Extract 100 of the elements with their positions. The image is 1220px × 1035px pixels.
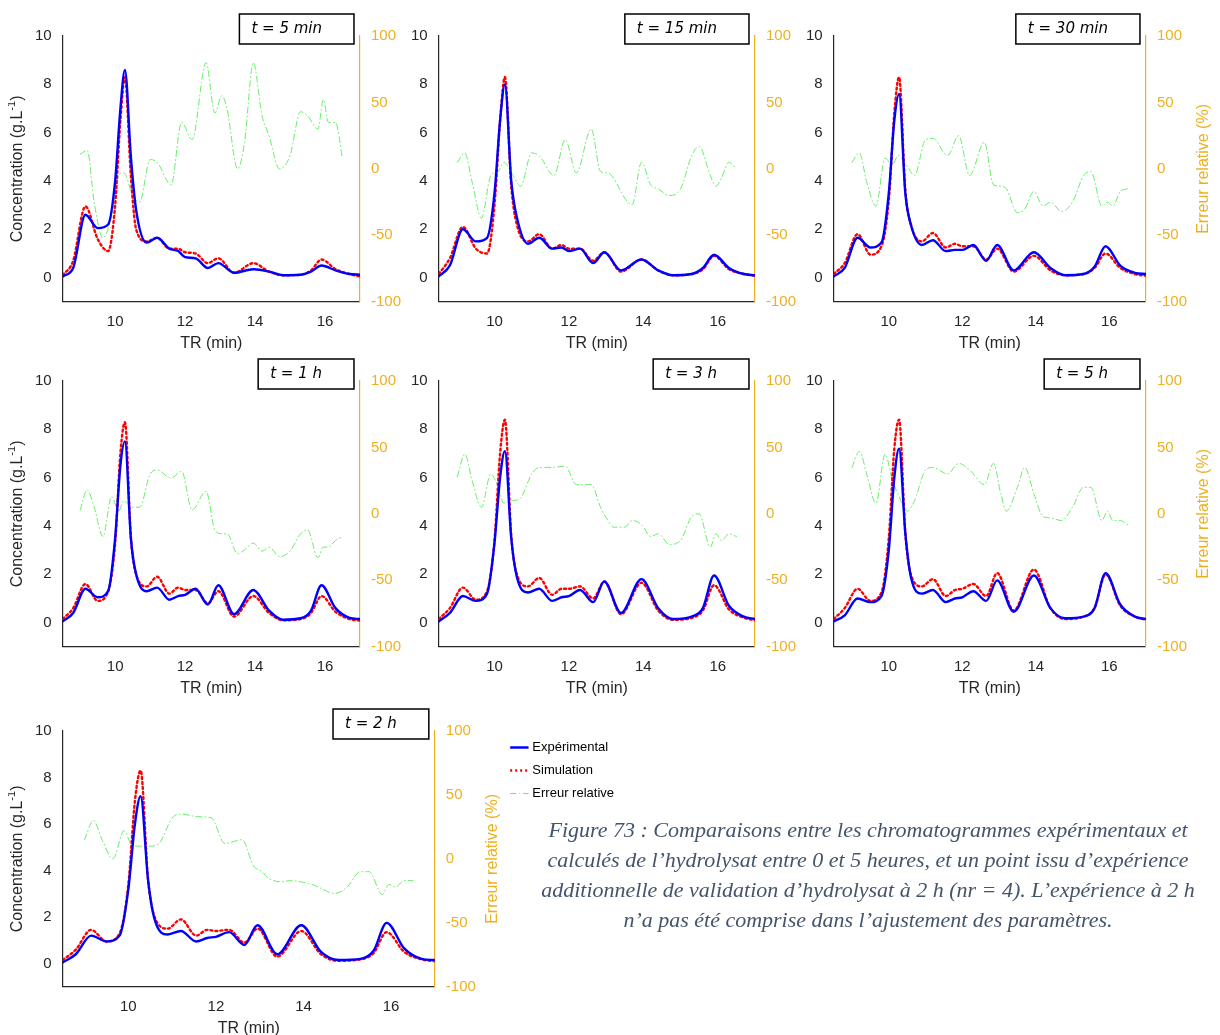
y-tick-label: 0: [419, 267, 428, 285]
y-tick-label: 6: [419, 467, 428, 485]
y2-tick-label: -100: [370, 291, 402, 309]
x-axis-title: TR (min): [180, 678, 243, 696]
x-tick-label: 14: [1027, 311, 1045, 329]
y-tick-label: 10: [806, 371, 823, 389]
chart-title: t = 5 min: [251, 18, 322, 37]
x-tick-label: 12: [560, 656, 578, 674]
y-tick-label: 6: [43, 122, 52, 140]
x-tick-label: 12: [176, 311, 194, 329]
x-tick-label: 16: [1100, 311, 1118, 329]
y2-tick-label: 0: [370, 159, 380, 177]
line-series: [438, 418, 755, 622]
caption: Figure 73 : Comparaisons entre les chromatogrammes expérimentaux et calculés de l’hydrolysat entre 0 et 5 heures, et un point issu d’expérience additionnelle de validation d’hydrolysat à 2 h (nr = 4). L’expérience à 2 h n’a pas été comprise dans l’ajustement des paramètres.: [540, 816, 1196, 934]
x-tick-label: 14: [635, 311, 652, 329]
y-tick-label: 8: [43, 767, 52, 785]
y-tick-label: 10: [35, 371, 52, 389]
y-tick-label: 10: [35, 721, 52, 739]
y-tick-label: 2: [43, 219, 52, 237]
y-tick-label: 4: [43, 860, 52, 878]
y-tick-label: 10: [411, 26, 428, 44]
x-axis-title: TR (min): [565, 333, 628, 351]
x-tick-label: 10: [486, 656, 503, 674]
y2-tick-label: 100: [1156, 26, 1183, 44]
y2-tick-label: 100: [445, 721, 471, 739]
y-tick-label: 6: [814, 467, 823, 485]
y2-axis-title: Erreur relative (%): [483, 793, 501, 924]
x-tick-label: 12: [560, 311, 578, 329]
y2-tick-label: 50: [370, 92, 388, 110]
x-tick-label: 16: [709, 656, 727, 674]
y2-tick-label: 50: [370, 437, 388, 455]
chart-title: t = 1 h: [270, 363, 322, 382]
y2-axis-title: Erreur relative (%): [1194, 103, 1212, 234]
x-tick-label: 10: [106, 656, 124, 674]
x-tick-label: 12: [953, 656, 971, 674]
y-tick-label: 6: [419, 122, 428, 140]
y-tick-label: 8: [814, 419, 823, 437]
y2-tick-label: -100: [1156, 636, 1188, 654]
y2-tick-label: -50: [765, 570, 788, 588]
y2-tick-label: 100: [1156, 371, 1183, 389]
line-series: [456, 453, 737, 548]
x-tick-label: 16: [709, 311, 727, 329]
y2-tick-label: -50: [370, 570, 393, 588]
line-series: [833, 447, 1146, 623]
y-tick-label: 4: [814, 516, 823, 534]
y-tick-label: 8: [419, 419, 428, 437]
y-tick-label: 4: [43, 516, 52, 534]
y-tick-label: 4: [43, 171, 52, 189]
x-tick-label: 14: [1027, 656, 1045, 674]
y-tick-label: 0: [814, 612, 823, 630]
y-tick-label: 4: [814, 171, 823, 189]
y-tick-label: 2: [43, 564, 52, 582]
y-tick-label: 2: [419, 219, 428, 237]
x-tick-label: 10: [880, 311, 898, 329]
x-tick-label: 16: [1100, 656, 1118, 674]
y2-tick-label: 100: [370, 26, 397, 44]
x-tick-label: 14: [246, 311, 264, 329]
x-tick-label: 10: [106, 311, 124, 329]
y-tick-label: 8: [419, 74, 428, 92]
y2-tick-label: -50: [765, 225, 788, 243]
y-tick-label: 4: [419, 516, 428, 534]
y2-tick-label: -50: [370, 225, 393, 243]
y2-tick-label: -50: [1156, 570, 1179, 588]
y2-tick-label: 0: [445, 849, 455, 867]
y-tick-label: 2: [814, 219, 823, 237]
y-tick-label: 0: [814, 267, 823, 285]
y-axis-title: Concentration (g.L-1): [5, 440, 26, 588]
y2-tick-label: 100: [765, 26, 792, 44]
y2-axis-title: Erreur relative (%): [1194, 448, 1212, 579]
chart-title: t = 15 min: [636, 18, 717, 37]
line-series: [456, 128, 737, 219]
y-axis-title: Concentration (g.L-1): [5, 95, 26, 243]
y-tick-label: 10: [35, 26, 52, 44]
line-series: [851, 135, 1129, 214]
y-tick-label: 0: [43, 953, 52, 971]
y2-tick-label: -100: [765, 636, 797, 654]
line-series: [79, 62, 343, 239]
x-tick-label: 12: [176, 656, 194, 674]
x-tick-label: 10: [120, 996, 137, 1014]
y2-tick-label: 0: [1156, 159, 1166, 177]
y-tick-label: 6: [814, 122, 823, 140]
y2-tick-label: 0: [370, 504, 380, 522]
y-tick-label: 10: [411, 371, 428, 389]
y-tick-label: 2: [814, 564, 823, 582]
y2-tick-label: 100: [370, 371, 397, 389]
x-tick-label: 16: [382, 996, 400, 1014]
line-series: [79, 469, 343, 559]
x-axis-title: TR (min): [565, 678, 628, 696]
legend-label: Expérimental: [532, 739, 609, 755]
y2-tick-label: 0: [1156, 504, 1166, 522]
legend-label: Simulation: [532, 762, 594, 778]
y2-tick-label: 50: [765, 92, 783, 110]
y2-tick-label: -50: [445, 912, 468, 930]
y2-tick-label: -100: [1156, 291, 1188, 309]
x-tick-label: 14: [295, 996, 312, 1014]
x-tick-label: 10: [486, 311, 503, 329]
y-tick-label: 4: [419, 171, 428, 189]
chart-title: t = 2 h: [345, 713, 397, 732]
y2-tick-label: -50: [1156, 225, 1179, 243]
y-tick-label: 10: [806, 26, 823, 44]
